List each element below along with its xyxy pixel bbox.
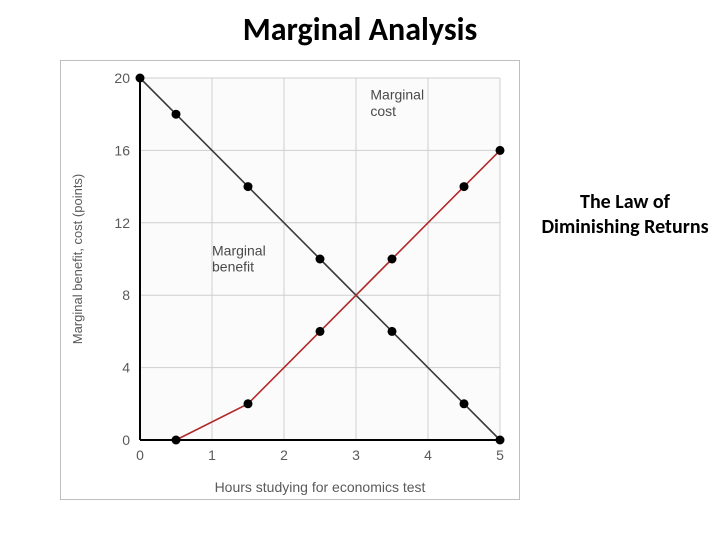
point-marginal_benefit: [388, 327, 397, 336]
point-marginal_cost: [496, 146, 505, 155]
point-marginal_benefit: [496, 436, 505, 445]
svg-text:8: 8: [122, 287, 130, 303]
point-marginal_benefit: [172, 110, 181, 119]
svg-text:1: 1: [208, 447, 216, 463]
point-marginal_cost: [388, 255, 397, 264]
svg-text:12: 12: [114, 215, 130, 231]
point-marginal_benefit: [460, 399, 469, 408]
svg-text:16: 16: [114, 142, 130, 158]
point-marginal_cost: [460, 182, 469, 191]
svg-text:2: 2: [280, 447, 288, 463]
annotation-marginal_benefit: Marginal: [212, 242, 266, 258]
marginal-analysis-chart: 012345048121620Hours studying for econom…: [60, 60, 520, 500]
svg-text:20: 20: [114, 70, 130, 86]
svg-text:3: 3: [352, 447, 360, 463]
svg-text:0: 0: [136, 447, 144, 463]
point-marginal_cost: [172, 436, 181, 445]
point-marginal_cost: [316, 327, 325, 336]
svg-text:0: 0: [122, 432, 130, 448]
annotation-marginal_cost: Marginal: [370, 87, 424, 103]
annotation-marginal_cost: cost: [370, 103, 396, 119]
svg-text:Marginal benefit, cost (points: Marginal benefit, cost (points): [70, 174, 85, 345]
svg-text:Hours studying for economics t: Hours studying for economics test: [215, 479, 426, 495]
point-marginal_benefit: [316, 255, 325, 264]
svg-text:5: 5: [496, 447, 504, 463]
side-caption: The Law of Diminishing Returns: [540, 190, 710, 240]
point-marginal_benefit: [136, 74, 145, 83]
point-marginal_benefit: [244, 182, 253, 191]
svg-text:4: 4: [122, 360, 130, 376]
point-marginal_cost: [244, 399, 253, 408]
annotation-marginal_benefit: benefit: [212, 258, 254, 274]
svg-text:4: 4: [424, 447, 432, 463]
page-title: Marginal Analysis: [0, 10, 720, 49]
chart-svg: 012345048121620Hours studying for econom…: [60, 60, 520, 500]
